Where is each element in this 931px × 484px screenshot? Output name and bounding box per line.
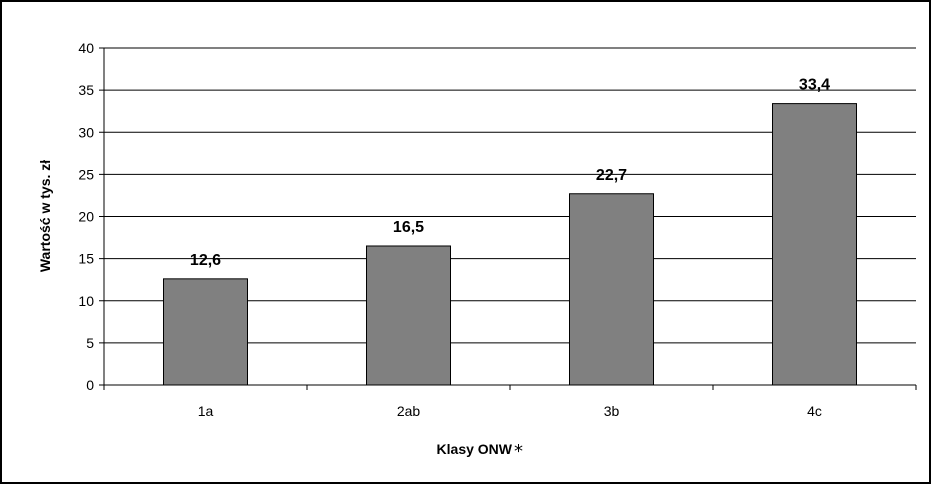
x-category-label: 1a	[198, 403, 214, 419]
x-category-label: 4c	[807, 403, 822, 419]
bar-4c	[772, 103, 857, 386]
data-label-3b: 22,7	[596, 167, 627, 184]
x-category-label: 3b	[604, 403, 620, 419]
bar-1a	[163, 278, 248, 386]
y-axis-ticks: 0 5 10 15 20 25 30 35 40	[78, 40, 104, 393]
y-axis-title: Wartość w tys. zł	[37, 160, 53, 272]
y-tick-label: 10	[78, 293, 94, 309]
y-tick-label: 40	[78, 40, 94, 56]
bar-3b	[569, 193, 654, 386]
x-axis-title-asterisk: *	[514, 441, 523, 462]
y-tick-label: 30	[78, 124, 94, 140]
x-axis-categories: 1a 2ab 3b 4c	[103, 385, 917, 419]
data-label-2ab: 16,5	[393, 219, 424, 236]
bar-2ab	[366, 245, 451, 386]
data-labels: 12,6 16,5 22,7 33,4	[190, 77, 830, 269]
data-label-1a: 12,6	[190, 252, 221, 269]
y-tick-label: 15	[78, 251, 94, 267]
y-tick-label: 25	[78, 166, 94, 182]
x-category-label: 2ab	[397, 403, 421, 419]
y-tick-label: 5	[86, 335, 94, 351]
x-axis-title-text: Klasy ONW	[437, 441, 513, 457]
y-tick-label: 35	[78, 82, 94, 98]
data-label-4c: 33,4	[799, 77, 830, 94]
bars	[163, 103, 857, 386]
y-tick-label: 0	[86, 377, 94, 393]
x-axis-title: Klasy ONW	[437, 441, 513, 457]
y-tick-label: 20	[78, 209, 94, 225]
